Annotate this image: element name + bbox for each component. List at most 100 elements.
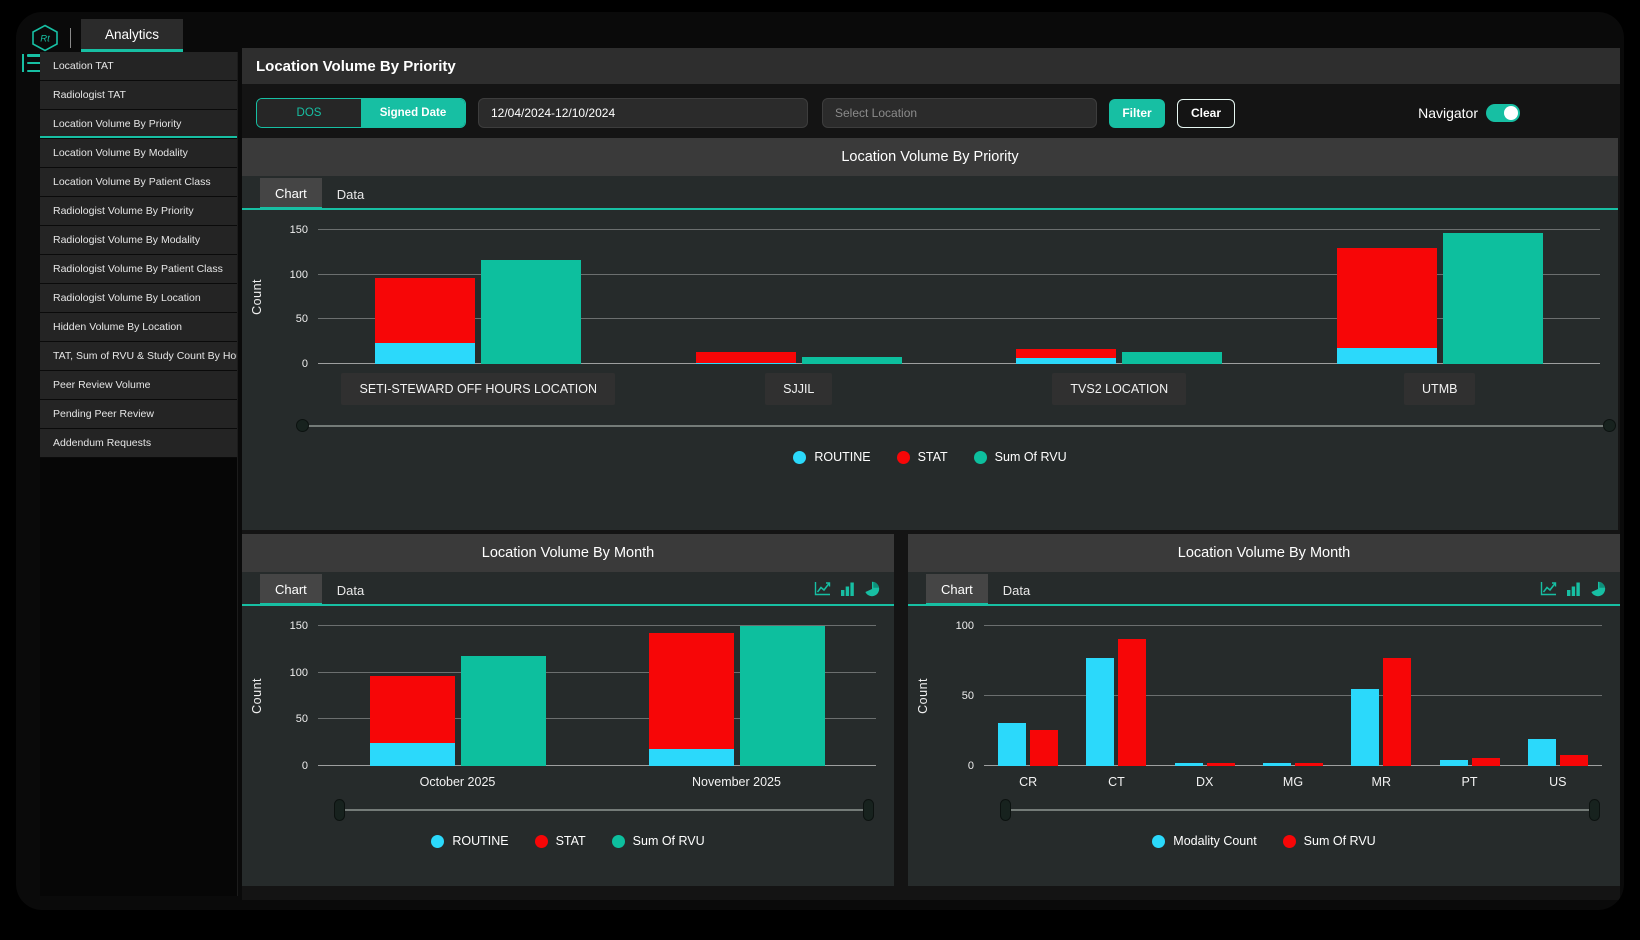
bottom-panels-row: Location Volume By Month Chart Data Coun… — [242, 534, 1620, 886]
tab-analytics[interactable]: Analytics — [81, 19, 184, 52]
bar-group — [1280, 230, 1601, 364]
legend-item-sum-of-rvu[interactable]: Sum Of RVU — [973, 450, 1067, 464]
bar — [369, 675, 455, 766]
bar — [801, 356, 902, 364]
bar-segment-sum-of-rvu — [1559, 754, 1588, 766]
legend-item-modality-count[interactable]: Modality Count — [1152, 834, 1257, 848]
scrollbar-handle-right[interactable] — [1589, 799, 1600, 821]
bar-segment-modality-count — [1174, 763, 1203, 766]
app-logo-icon[interactable]: Rt — [30, 24, 60, 52]
signed-date-toggle-button[interactable]: Signed Date — [361, 99, 465, 127]
bar-segment-sum-of-rvu — [801, 356, 902, 364]
y-axis-label: Count — [250, 678, 264, 714]
y-tick-label: 150 — [289, 224, 308, 236]
legend-item-stat[interactable]: STAT — [534, 834, 586, 848]
chart-plot-area: Count 0 50 100 150 October 2025 November 2025 — [242, 620, 894, 789]
tab-chart[interactable]: Chart — [926, 574, 988, 606]
bar-segment-stat — [369, 675, 455, 743]
bar-segment-sum-of-rvu — [1471, 757, 1500, 766]
tab-data[interactable]: Data — [1002, 583, 1031, 598]
sidebar-item-location-volume-by-priority[interactable]: Location Volume By Priority — [40, 110, 237, 139]
legend-label: STAT — [917, 450, 948, 464]
sidebar-item-radiologist-volume-by-patient-class[interactable]: Radiologist Volume By Patient Class — [40, 255, 237, 284]
tab-chart[interactable]: Chart — [260, 574, 322, 606]
date-type-toggle: DOS Signed Date — [256, 98, 466, 128]
sidebar-item-location-volume-by-patient-class[interactable]: Location Volume By Patient Class — [40, 168, 237, 197]
panel-tabrow: Chart Data — [908, 572, 1620, 606]
legend-item-routine[interactable]: ROUTINE — [793, 450, 871, 464]
legend-label: Sum Of RVU — [994, 450, 1067, 464]
tab-data[interactable]: Data — [336, 187, 365, 202]
bar-segment-modality-count — [1262, 763, 1291, 766]
bar-segment-sum-of-rvu — [1122, 352, 1223, 364]
sidebar-item-radiologist-volume-by-modality[interactable]: Radiologist Volume By Modality — [40, 226, 237, 255]
y-tick-label: 50 — [295, 713, 308, 726]
panel-location-volume-by-month-right: Location Volume By Month Chart Data Coun… — [908, 534, 1620, 886]
gridline — [318, 229, 1600, 230]
legend-item-sum-of-rvu[interactable]: Sum Of RVU — [1282, 834, 1376, 848]
panel-tabrow: Chart Data — [242, 176, 1618, 210]
dos-toggle-button[interactable]: DOS — [257, 99, 361, 127]
line-chart-icon[interactable] — [1540, 581, 1557, 596]
sidebar-item-pending-peer-review[interactable]: Pending Peer Review — [40, 400, 237, 429]
sidebar-item-tat-sum-of-rvu-study-count-by-hour[interactable]: TAT, Sum of RVU & Study Count By Hour.. — [40, 342, 237, 371]
y-tick-label: 0 — [301, 760, 308, 772]
legend-item-sum-of-rvu[interactable]: Sum Of RVU — [611, 834, 705, 848]
legend-item-routine[interactable]: ROUTINE — [431, 834, 509, 848]
scrollbar-handle-right[interactable] — [863, 799, 874, 821]
sidebar-item-addendum-requests[interactable]: Addendum Requests — [40, 429, 237, 458]
pie-chart-icon[interactable] — [1590, 581, 1606, 597]
bar-segment-routine — [695, 363, 796, 364]
category-label: October 2025 — [419, 775, 496, 789]
bar-group — [1161, 626, 1249, 766]
navigator-toggle[interactable] — [1486, 104, 1520, 122]
app-window: Rt Analytics Location TAT Radiologist TAT… — [16, 12, 1624, 910]
bar — [1351, 689, 1380, 766]
gridline — [318, 765, 876, 766]
scrollbar-handle-right[interactable] — [1603, 419, 1616, 432]
menu-hamburger-icon[interactable] — [22, 54, 44, 72]
scrollbar-track — [1004, 809, 1596, 811]
plot-grid — [318, 229, 1601, 364]
gridline — [984, 625, 1602, 626]
tab-data[interactable]: Data — [336, 583, 365, 598]
filter-button[interactable]: Filter — [1109, 98, 1165, 128]
legend-label: Sum Of RVU — [1303, 834, 1376, 848]
gridline — [318, 363, 1600, 364]
bar-group — [1072, 626, 1160, 766]
category-labels: SETI-STEWARD OFF HOURS LOCATION SJJIL TVS2… — [318, 373, 1600, 405]
sidebar-item-location-tat[interactable]: Location TAT — [40, 52, 237, 81]
bar-segment-routine — [1336, 347, 1437, 364]
legend-dot — [611, 834, 625, 848]
sidebar-item-location-volume-by-modality[interactable]: Location Volume By Modality — [40, 139, 237, 168]
scrollbar-handle-left[interactable] — [1000, 799, 1011, 821]
bar-segment-routine — [1016, 357, 1117, 364]
legend-item-stat[interactable]: STAT — [896, 450, 948, 464]
location-select-input[interactable] — [822, 98, 1097, 128]
sidebar-item-radiologist-volume-by-priority[interactable]: Radiologist Volume By Priority — [40, 197, 237, 226]
page-header: Location Volume By Priority — [242, 48, 1620, 84]
bar-segment-routine — [369, 742, 455, 766]
bar — [1442, 232, 1543, 364]
sidebar-item-hidden-volume-by-location[interactable]: Hidden Volume By Location — [40, 313, 237, 342]
scrollbar-handle-left[interactable] — [334, 799, 345, 821]
clear-button[interactable]: Clear — [1177, 98, 1235, 128]
sidebar-item-peer-review-volume[interactable]: Peer Review Volume — [40, 371, 237, 400]
category-labels: October 2025 November 2025 — [318, 775, 876, 789]
category-label: UTMB — [1404, 373, 1476, 405]
bar-chart-icon[interactable] — [840, 581, 855, 596]
line-chart-icon[interactable] — [814, 581, 831, 596]
bar-segment-stat — [648, 632, 734, 750]
legend-label: STAT — [555, 834, 586, 848]
bar-segment-sum-of-rvu — [1118, 638, 1147, 766]
tab-chart[interactable]: Chart — [260, 178, 322, 210]
panel-tabrow: Chart Data — [242, 572, 894, 606]
scrollbar-handle-left[interactable] — [296, 419, 309, 432]
chart-body: Count 0 50 100 CR CT DX MG MR PT US Modality Count S… — [908, 606, 1620, 886]
legend-label: Sum Of RVU — [632, 834, 705, 848]
sidebar-item-radiologist-volume-by-location[interactable]: Radiologist Volume By Location — [40, 284, 237, 313]
sidebar-item-radiologist-tat[interactable]: Radiologist TAT — [40, 81, 237, 110]
pie-chart-icon[interactable] — [864, 581, 880, 597]
date-range-input[interactable] — [478, 98, 808, 128]
bar-chart-icon[interactable] — [1566, 581, 1581, 596]
